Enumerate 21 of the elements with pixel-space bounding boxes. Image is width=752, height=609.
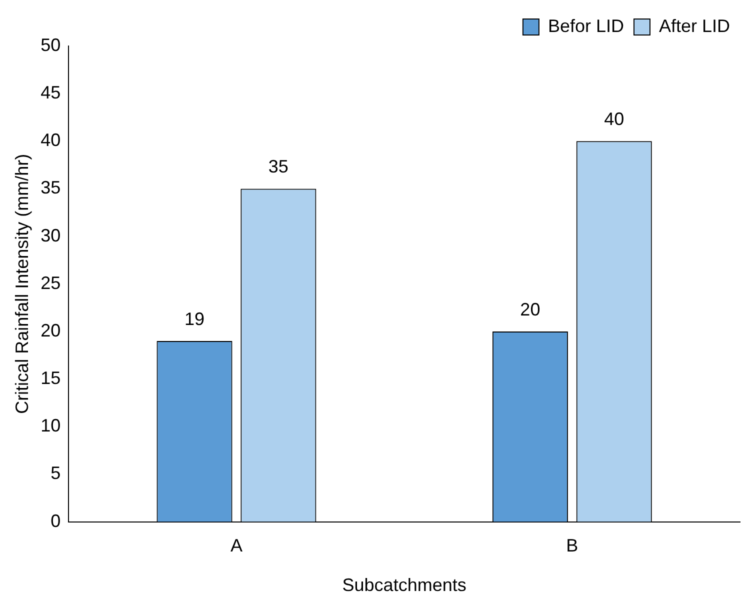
- legend-label: After LID: [658, 16, 730, 36]
- y-tick-label: 40: [40, 130, 61, 150]
- data-label: 20: [520, 299, 540, 320]
- y-tick-label: 35: [40, 178, 61, 198]
- y-tick-label: 45: [40, 82, 61, 103]
- data-label: 40: [604, 109, 624, 130]
- y-axis-title: Critical Rainfall Intensity (mm/hr): [12, 154, 32, 414]
- y-tick-label: 10: [40, 416, 61, 436]
- x-tick-label: B: [566, 536, 578, 556]
- y-tick-label: 50: [40, 34, 61, 55]
- y-tick-label: 5: [50, 463, 61, 484]
- legend-label: Befor LID: [548, 16, 624, 36]
- x-tick-label: A: [230, 536, 242, 556]
- data-label: 19: [184, 308, 205, 329]
- y-tick-label: 30: [40, 225, 61, 246]
- data-label: 35: [268, 156, 288, 177]
- y-tick-label: 15: [40, 368, 61, 388]
- x-axis-title: Subcatchments: [342, 575, 466, 596]
- y-tick-label: 20: [40, 320, 61, 340]
- y-tick-label: 25: [40, 272, 61, 293]
- y-tick-label: 0: [50, 510, 61, 531]
